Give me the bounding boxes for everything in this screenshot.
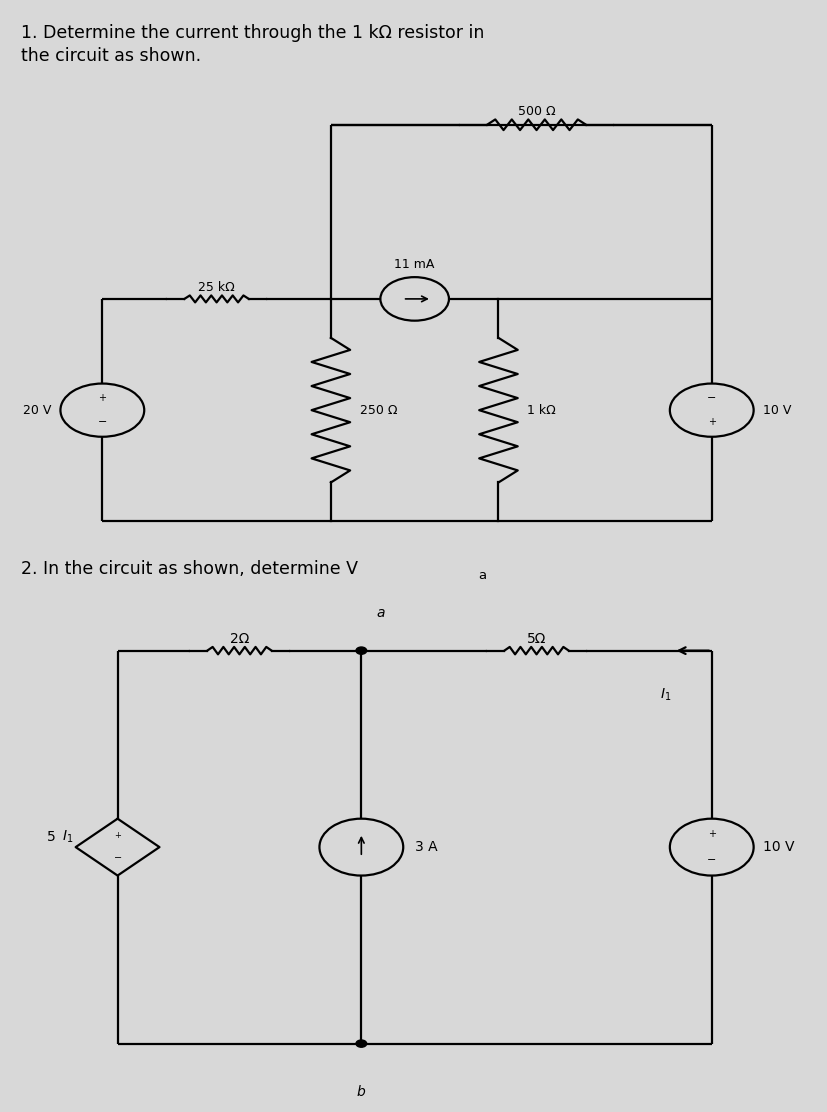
Circle shape <box>356 1040 366 1048</box>
Text: 2. In the circuit as shown, determine V: 2. In the circuit as shown, determine V <box>21 560 357 578</box>
Text: 25 kΩ: 25 kΩ <box>198 281 235 295</box>
Text: 5: 5 <box>47 830 60 844</box>
Text: 500 Ω: 500 Ω <box>517 105 555 118</box>
Text: −: − <box>98 417 107 427</box>
Text: 10 V: 10 V <box>762 841 793 854</box>
Text: 1 kΩ: 1 kΩ <box>527 404 556 417</box>
Text: 20 V: 20 V <box>23 404 51 417</box>
Text: 11 mA: 11 mA <box>394 258 434 271</box>
Text: b: b <box>356 1085 366 1099</box>
Text: the circuit as shown.: the circuit as shown. <box>21 47 201 64</box>
Text: +: + <box>707 830 715 840</box>
Circle shape <box>356 647 366 654</box>
Text: +: + <box>98 394 106 404</box>
Text: +: + <box>114 832 121 841</box>
Text: 250 Ω: 250 Ω <box>360 404 397 417</box>
Text: −: − <box>706 394 715 404</box>
Text: 1. Determine the current through the 1 kΩ resistor in: 1. Determine the current through the 1 k… <box>21 24 484 42</box>
Text: $I_1$: $I_1$ <box>660 687 671 703</box>
Text: +: + <box>707 417 715 427</box>
Text: −: − <box>706 855 715 865</box>
Text: 3 A: 3 A <box>414 841 437 854</box>
Text: a: a <box>375 606 385 619</box>
Text: 2Ω: 2Ω <box>230 632 249 646</box>
Text: 5Ω: 5Ω <box>526 632 546 646</box>
Text: −: − <box>113 854 122 864</box>
Text: $I_1$: $I_1$ <box>62 828 74 845</box>
Text: a: a <box>478 569 486 583</box>
Text: 10 V: 10 V <box>762 404 791 417</box>
